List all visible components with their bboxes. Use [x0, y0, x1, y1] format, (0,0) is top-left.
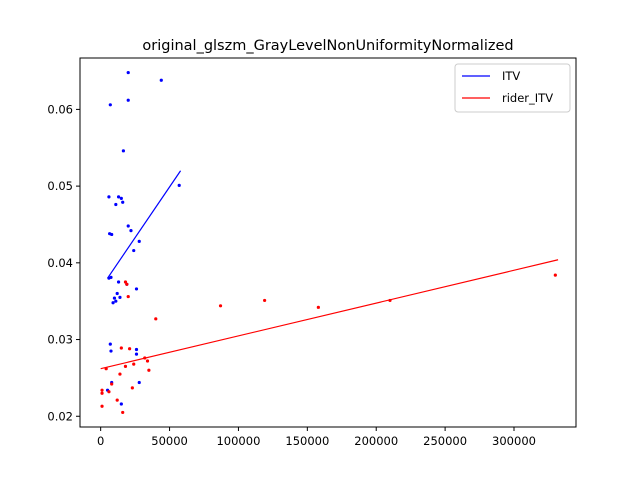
point-rider-itv: [316, 305, 320, 309]
point-rider-itv: [132, 362, 136, 366]
point-itv: [119, 402, 123, 406]
point-itv: [114, 202, 118, 207]
point-itv: [132, 248, 136, 253]
point-itv: [129, 229, 133, 233]
point-itv: [134, 347, 139, 352]
point-rider-itv: [125, 282, 129, 286]
x-tick-label: 250000: [423, 434, 467, 448]
plot-frame: [79, 57, 577, 428]
legend: ITV rider_ITV: [454, 63, 571, 113]
chart-title: original_glszm_GrayLevelNonUniformityNor…: [142, 38, 513, 54]
point-rider-itv: [121, 410, 125, 415]
y-tick-label: 0.02: [47, 409, 73, 423]
point-itv: [112, 296, 117, 300]
y-tick-label: 0.06: [47, 102, 73, 116]
point-itv: [115, 291, 119, 296]
point-itv: [134, 287, 139, 291]
point-itv: [108, 103, 112, 107]
x-tick-label: 100000: [216, 434, 260, 448]
data-points: [100, 70, 557, 415]
point-itv: [116, 195, 121, 199]
point-rider-itv: [119, 346, 123, 350]
point-rider-itv: [126, 294, 130, 299]
y-tick-label: 0.03: [47, 333, 73, 347]
point-itv: [110, 232, 114, 237]
x-tick-label: 150000: [285, 434, 329, 448]
point-rider-itv: [107, 390, 111, 394]
point-itv: [177, 183, 181, 187]
point-rider-itv: [553, 273, 557, 277]
point-rider-itv: [118, 372, 122, 376]
fit-line-rider-itv: [100, 259, 559, 370]
point-itv: [109, 275, 113, 280]
point-itv: [126, 70, 130, 75]
point-itv: [121, 200, 125, 204]
point-itv: [109, 349, 113, 353]
legend-label-itv: ITV: [502, 69, 520, 83]
point-rider-itv: [143, 356, 147, 360]
point-rider-itv: [128, 347, 132, 351]
point-rider-itv: [100, 388, 104, 392]
point-itv: [116, 280, 121, 284]
x-tick-label: 0: [97, 434, 104, 448]
point-rider-itv: [100, 404, 104, 408]
point-rider-itv: [104, 367, 108, 371]
point-rider-itv: [145, 359, 150, 363]
y-tick-label: 0.04: [47, 256, 73, 270]
point-itv: [107, 195, 111, 199]
x-tick-label: 300000: [492, 434, 536, 448]
point-itv: [137, 239, 141, 243]
axes: 0 50000 100000 150000 200000 250000 300000 0.02…: [47, 57, 577, 448]
fit-line-itv: [107, 170, 182, 279]
point-rider-itv: [123, 364, 128, 368]
point-itv: [119, 196, 123, 200]
point-rider-itv: [147, 368, 151, 372]
point-rider-itv: [100, 391, 104, 395]
point-rider-itv: [218, 304, 223, 308]
fit-lines: [100, 170, 559, 370]
x-tick-label: 50000: [151, 434, 188, 448]
point-rider-itv: [110, 382, 114, 386]
x-tick-label: 200000: [354, 434, 398, 448]
point-rider-itv: [388, 298, 392, 303]
point-rider-itv: [123, 280, 128, 284]
y-tick-label: 0.05: [47, 179, 73, 193]
point-rider-itv: [263, 298, 267, 303]
point-itv: [111, 301, 115, 305]
point-rider-itv: [115, 398, 119, 402]
point-itv: [118, 295, 122, 299]
point-itv: [121, 149, 125, 153]
point-itv: [137, 380, 141, 385]
point-itv: [114, 299, 118, 303]
point-itv: [134, 352, 139, 356]
legend-label-rider-itv: rider_ITV: [502, 91, 553, 105]
point-itv: [126, 224, 130, 228]
point-rider-itv: [130, 386, 134, 390]
point-rider-itv: [154, 317, 158, 321]
point-itv: [126, 98, 130, 102]
point-itv: [159, 78, 163, 82]
point-itv: [108, 342, 112, 346]
